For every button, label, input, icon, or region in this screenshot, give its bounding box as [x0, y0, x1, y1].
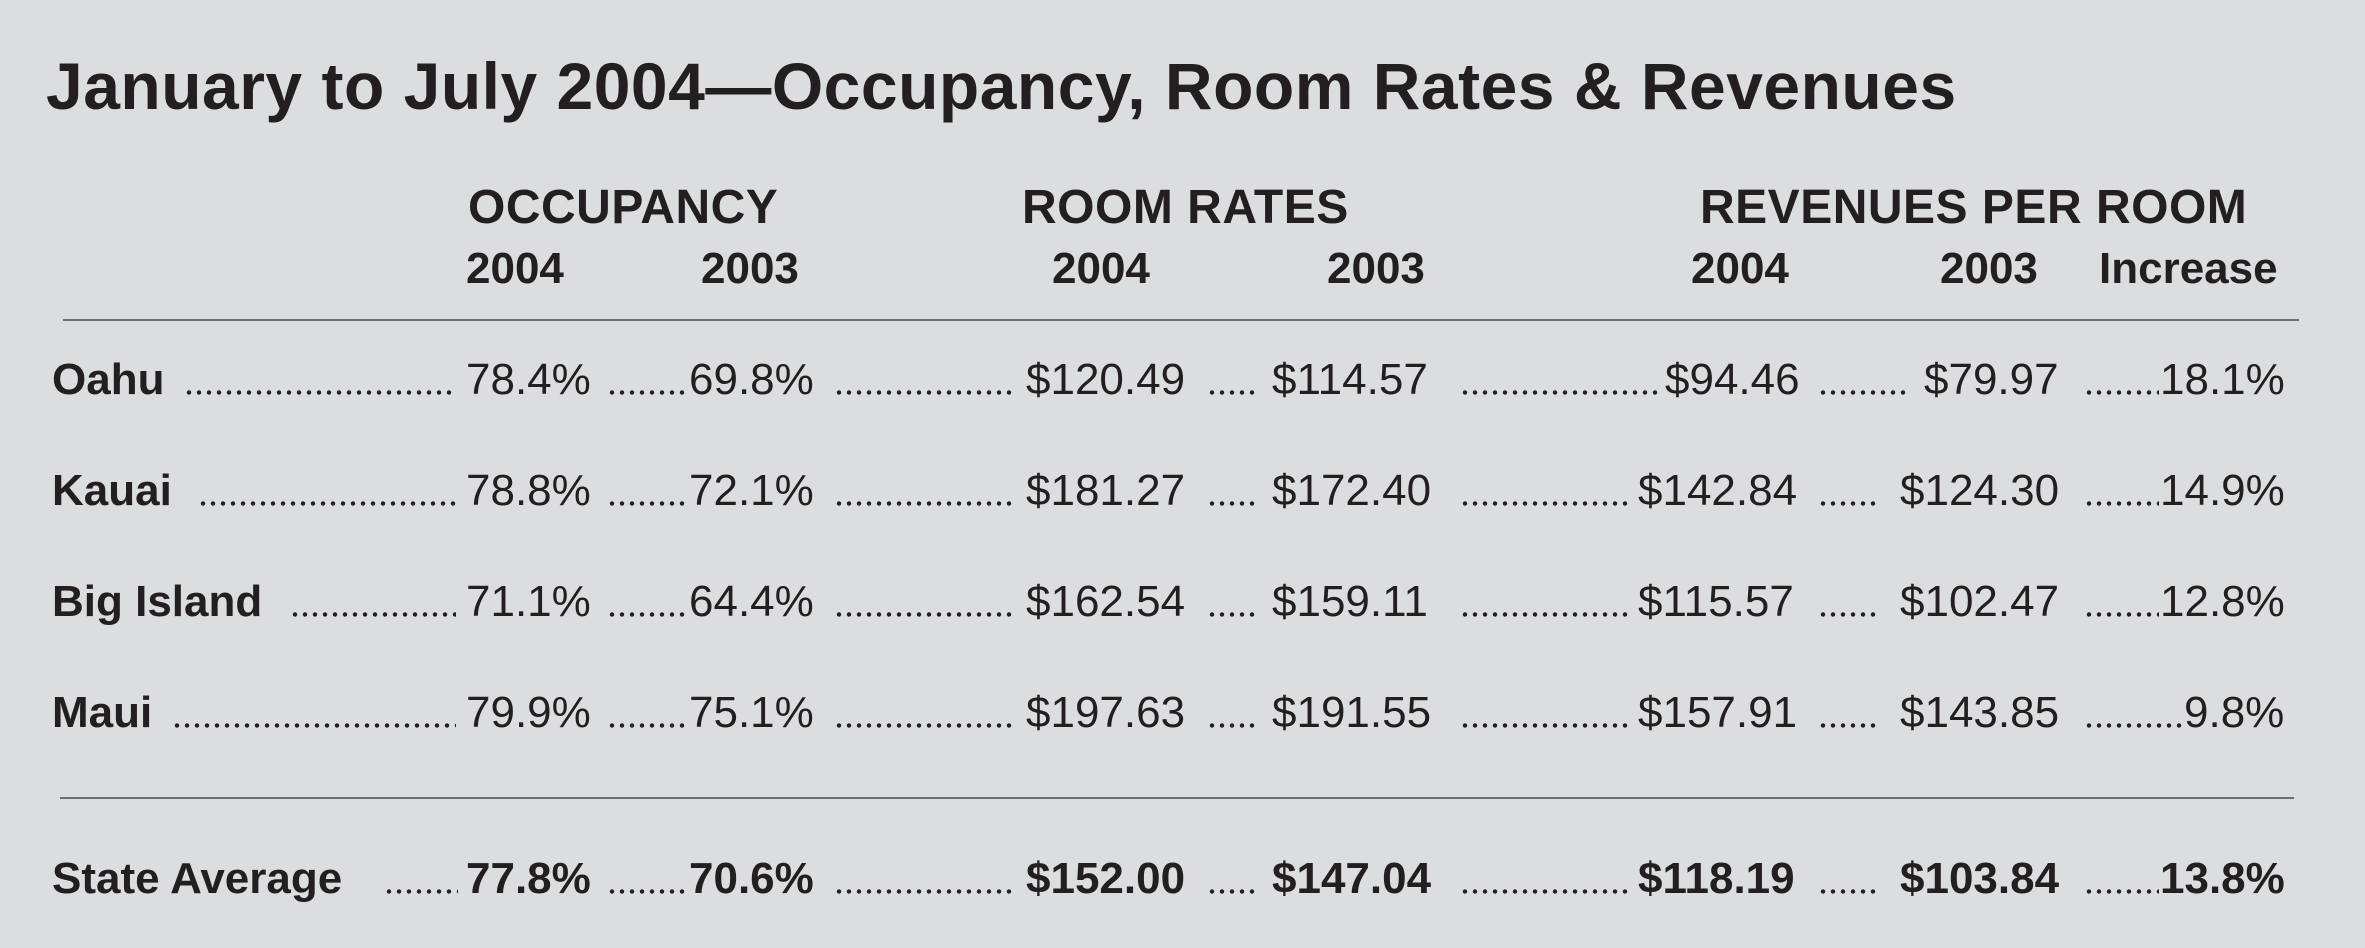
cell-occupancy-2004: 78.4%: [466, 355, 591, 404]
cell-increase: 9.8%: [2184, 688, 2285, 737]
dot-leader: [834, 572, 1014, 632]
cell-occupancy-2003: 70.6%: [689, 854, 814, 903]
dot-leader: [1460, 683, 1630, 743]
cell-revenue-2003: $124.30: [1900, 466, 2060, 515]
column-header-occupancy-2003: 2003: [701, 244, 799, 293]
dot-leader: [1818, 461, 1878, 521]
cell-room-rate-2003: $114.57: [1272, 355, 1428, 404]
dot-leader: [2084, 572, 2159, 632]
group-header-revenues: REVENUES PER ROOM: [1700, 181, 2248, 234]
table-title: January to July 2004—Occupancy, Room Rat…: [46, 49, 1957, 123]
dot-leader: [2084, 350, 2159, 410]
cell-revenue-2004: $142.84: [1638, 466, 1798, 515]
dot-leader: [198, 461, 456, 521]
cell-room-rate-2004: $197.63: [1026, 688, 1186, 737]
dot-leader: [1818, 683, 1878, 743]
cell-occupancy-2003: 75.1%: [689, 688, 814, 737]
cell-room-rate-2004: $181.27: [1026, 466, 1186, 515]
cell-occupancy-2003: 64.4%: [689, 577, 814, 626]
header-divider: [63, 319, 2299, 321]
cell-revenue-2003: $79.97: [1924, 355, 2059, 404]
dot-leader: [1207, 683, 1257, 743]
dot-leader: [384, 849, 458, 909]
row-label: Oahu: [52, 355, 165, 404]
dot-leader: [1207, 849, 1257, 909]
group-header-room-rates: ROOM RATES: [1022, 181, 1349, 234]
dot-leader: [1818, 350, 1908, 410]
cell-revenue-2003: $103.84: [1900, 854, 2060, 903]
dot-leader: [290, 572, 456, 632]
row-label: Big Island: [52, 577, 263, 626]
dot-leader: [1460, 350, 1658, 410]
table-row: Oahu 78.4% 69.8% $120.49 $114.57 $94.46 …: [0, 350, 2365, 410]
dot-leader: [607, 683, 687, 743]
table-row: Kauai 78.8% 72.1% $181.27 $172.40 $142.8…: [0, 461, 2365, 521]
column-header-revenues-2003: 2003: [1940, 244, 2038, 293]
cell-revenue-2004: $94.46: [1665, 355, 1800, 404]
cell-room-rate-2003: $159.11: [1272, 577, 1428, 626]
cell-room-rate-2004: $162.54: [1026, 577, 1186, 626]
dot-leader: [607, 572, 687, 632]
dot-leader: [184, 350, 456, 410]
cell-revenue-2003: $143.85: [1900, 688, 2060, 737]
cell-occupancy-2004: 78.8%: [466, 466, 591, 515]
dot-leader: [1207, 350, 1257, 410]
dot-leader: [1460, 849, 1630, 909]
cell-revenue-2004: $157.91: [1638, 688, 1798, 737]
table-row: Maui 79.9% 75.1% $197.63 $191.55 $157.91…: [0, 683, 2365, 743]
dot-leader: [2084, 683, 2184, 743]
dot-leader: [1818, 849, 1878, 909]
dot-leader: [1460, 572, 1630, 632]
cell-increase: 18.1%: [2160, 355, 2285, 404]
cell-revenue-2003: $102.47: [1900, 577, 2060, 626]
dot-leader: [607, 849, 687, 909]
column-header-occupancy-2004: 2004: [466, 244, 564, 293]
dot-leader: [607, 461, 687, 521]
column-header-room-rates-2003: 2003: [1327, 244, 1425, 293]
cell-increase: 12.8%: [2160, 577, 2285, 626]
dot-leader: [2084, 461, 2159, 521]
dot-leader: [834, 849, 1014, 909]
dot-leader: [834, 350, 1014, 410]
column-header-increase: Increase: [2099, 244, 2278, 293]
cell-increase: 14.9%: [2160, 466, 2285, 515]
cell-room-rate-2004: $120.49: [1026, 355, 1186, 404]
cell-room-rate-2003: $191.55: [1272, 688, 1432, 737]
total-divider: [60, 797, 2294, 799]
column-header-room-rates-2004: 2004: [1052, 244, 1150, 293]
dot-leader: [834, 461, 1014, 521]
cell-occupancy-2003: 69.8%: [689, 355, 814, 404]
dot-leader: [1207, 461, 1257, 521]
dot-leader: [2084, 849, 2159, 909]
dot-leader: [172, 683, 456, 743]
dot-leader: [834, 683, 1014, 743]
cell-revenue-2004: $118.19: [1638, 854, 1795, 903]
dot-leader: [1818, 572, 1878, 632]
group-header-occupancy: OCCUPANCY: [468, 181, 779, 234]
cell-occupancy-2003: 72.1%: [689, 466, 814, 515]
dot-leader: [1460, 461, 1630, 521]
cell-occupancy-2004: 71.1%: [466, 577, 591, 626]
table-row-total: State Average 77.8% 70.6% $152.00 $147.0…: [0, 849, 2365, 909]
dot-leader: [1207, 572, 1257, 632]
cell-occupancy-2004: 77.8%: [466, 854, 591, 903]
row-label: Kauai: [52, 466, 172, 515]
column-header-revenues-2004: 2004: [1691, 244, 1789, 293]
dot-leader: [607, 350, 687, 410]
cell-occupancy-2004: 79.9%: [466, 688, 591, 737]
cell-room-rate-2003: $172.40: [1272, 466, 1432, 515]
row-label: Maui: [52, 688, 153, 737]
cell-room-rate-2003: $147.04: [1272, 854, 1432, 903]
cell-increase: 13.8%: [2160, 854, 2285, 903]
cell-revenue-2004: $115.57: [1638, 577, 1794, 626]
cell-room-rate-2004: $152.00: [1026, 854, 1186, 903]
table-row: Big Island 71.1% 64.4% $162.54 $159.11 $…: [0, 572, 2365, 632]
row-label: State Average: [52, 854, 343, 903]
